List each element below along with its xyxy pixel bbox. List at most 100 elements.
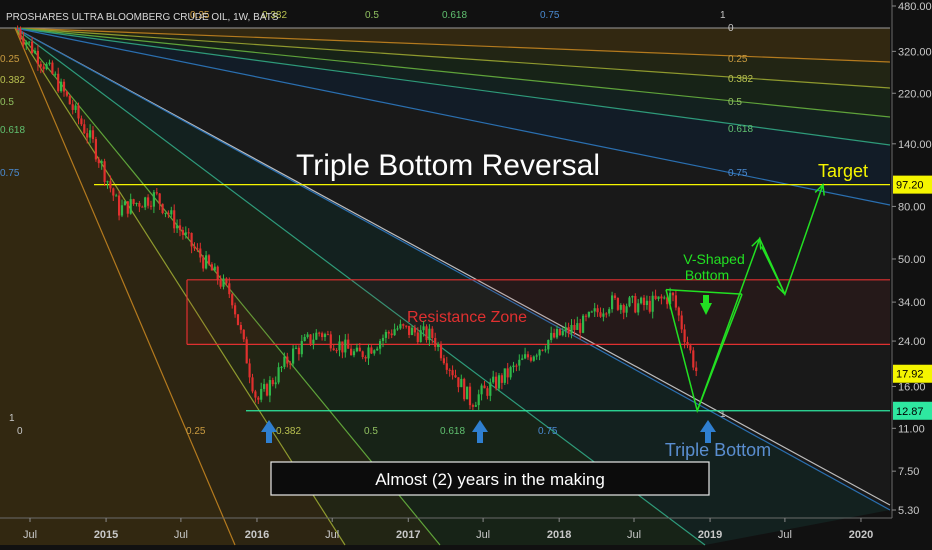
price-candle-body [436,344,440,347]
price-candle-body [683,329,686,343]
fan-line-upper [14,27,891,89]
price-candle-body [552,332,556,338]
price-candle-body [204,255,208,269]
y-tick-label: 320.00 [898,46,932,58]
fan-marker-left: 0 [17,426,23,437]
price-candle-body [361,351,364,358]
price-candle-body [74,105,77,110]
x-tick-label: 2019 [698,529,722,541]
price-candle-body [306,334,309,337]
price-candle-body [622,305,625,313]
price-badge-label: 17.92 [896,369,924,381]
price-candle-body [608,309,611,314]
price-candle-body [509,367,512,378]
price-candle-body [300,341,303,355]
price-candle-body [335,350,338,352]
price-candle-body [439,344,443,359]
price-candle-body [477,394,480,406]
price-candle-body [323,334,327,338]
price-candle-body [587,311,590,317]
price-candle-body [355,347,358,352]
bottom-marker-arrow-head [261,420,277,432]
price-candle-body [187,232,190,234]
price-candle-body [358,347,361,352]
price-candle-body [115,195,118,197]
price-candle-body [181,230,184,235]
price-candle-body [596,308,599,313]
price-candle-body [579,323,582,333]
price-candle-body [28,41,31,43]
price-candle-body [100,161,103,164]
fan-label-top: 0.75 [540,10,560,21]
price-candle-body [320,333,324,338]
price-candle-body [175,225,179,229]
bottom-marker-arrow-shaft [705,431,711,443]
price-candle-body [225,278,228,284]
fan-line-lower [14,27,236,546]
price-candle-body [213,266,216,271]
price-candle-body [251,377,254,392]
price-candle-body [619,305,622,310]
price-candle-body [422,326,425,331]
price-candle-body [219,280,222,287]
price-candle-body [376,348,379,351]
caption-text: Almost (2) years in the making [375,470,605,489]
fan-label-bottom: 0.5 [364,426,378,437]
price-candle-body [210,264,213,271]
price-candle-body [329,334,332,349]
price-candle-body [593,308,596,312]
price-candle-body [631,296,634,298]
price-candle-body [222,278,225,287]
price-candle-body [674,295,677,308]
price-candle-body [657,296,660,299]
price-candle-body [381,337,385,341]
price-candle-body [141,206,144,208]
price-candle-body [584,315,588,317]
price-candle-body [651,295,654,312]
price-candle-body [88,130,92,138]
y-tick-label: 220.00 [898,88,932,100]
fan-line-upper [14,27,891,63]
x-tick-label: 2016 [245,529,269,541]
fan-label-left: 0.5 [0,97,14,108]
price-candle-body [448,369,451,371]
price-candle-body [19,29,22,38]
price-candle-body [57,73,60,92]
price-candle-body [352,351,356,356]
price-candle-body [158,193,161,204]
zone-layer: Resistance Zone [94,183,890,412]
price-candle-body [689,345,692,351]
price-candle-body [318,332,321,334]
price-candle-body [613,295,617,299]
bottom-marker-arrow-head [700,420,716,432]
price-candle-body [393,329,396,336]
price-candle-body [294,347,298,349]
caption-box [270,461,710,496]
fan-label-right: 0.25 [728,54,748,65]
fan-label-right: 0.618 [728,124,753,135]
y-tick-label: 24.00 [898,336,926,348]
price-candle-body [123,201,126,206]
price-candle-body [309,334,312,344]
price-candle-body [277,367,280,383]
price-candle-body [289,363,292,365]
price-candle-body [494,376,498,389]
fan-label-left: 0.75 [0,168,20,179]
price-candle-body [155,192,158,194]
price-candle-body [503,368,506,383]
fan-line-diagonal [14,27,891,506]
price-candle-body [106,181,109,183]
x-tick-label: Jul [174,529,188,541]
price-candle-body [642,297,646,306]
price-candle-body [347,339,350,349]
price-candle-body [405,325,408,327]
price-candle-body [173,210,176,229]
price-candle-body [407,325,411,335]
price-candle-body [460,378,463,388]
price-candle-body [663,297,666,299]
price-candle-body [126,201,129,214]
price-candle-body [370,347,373,354]
price-candle-body [402,324,405,326]
gann-fan-layer: 0.25 0.382 0.5 0.618 0.75 100.250.3820.50.618… [0,10,891,546]
